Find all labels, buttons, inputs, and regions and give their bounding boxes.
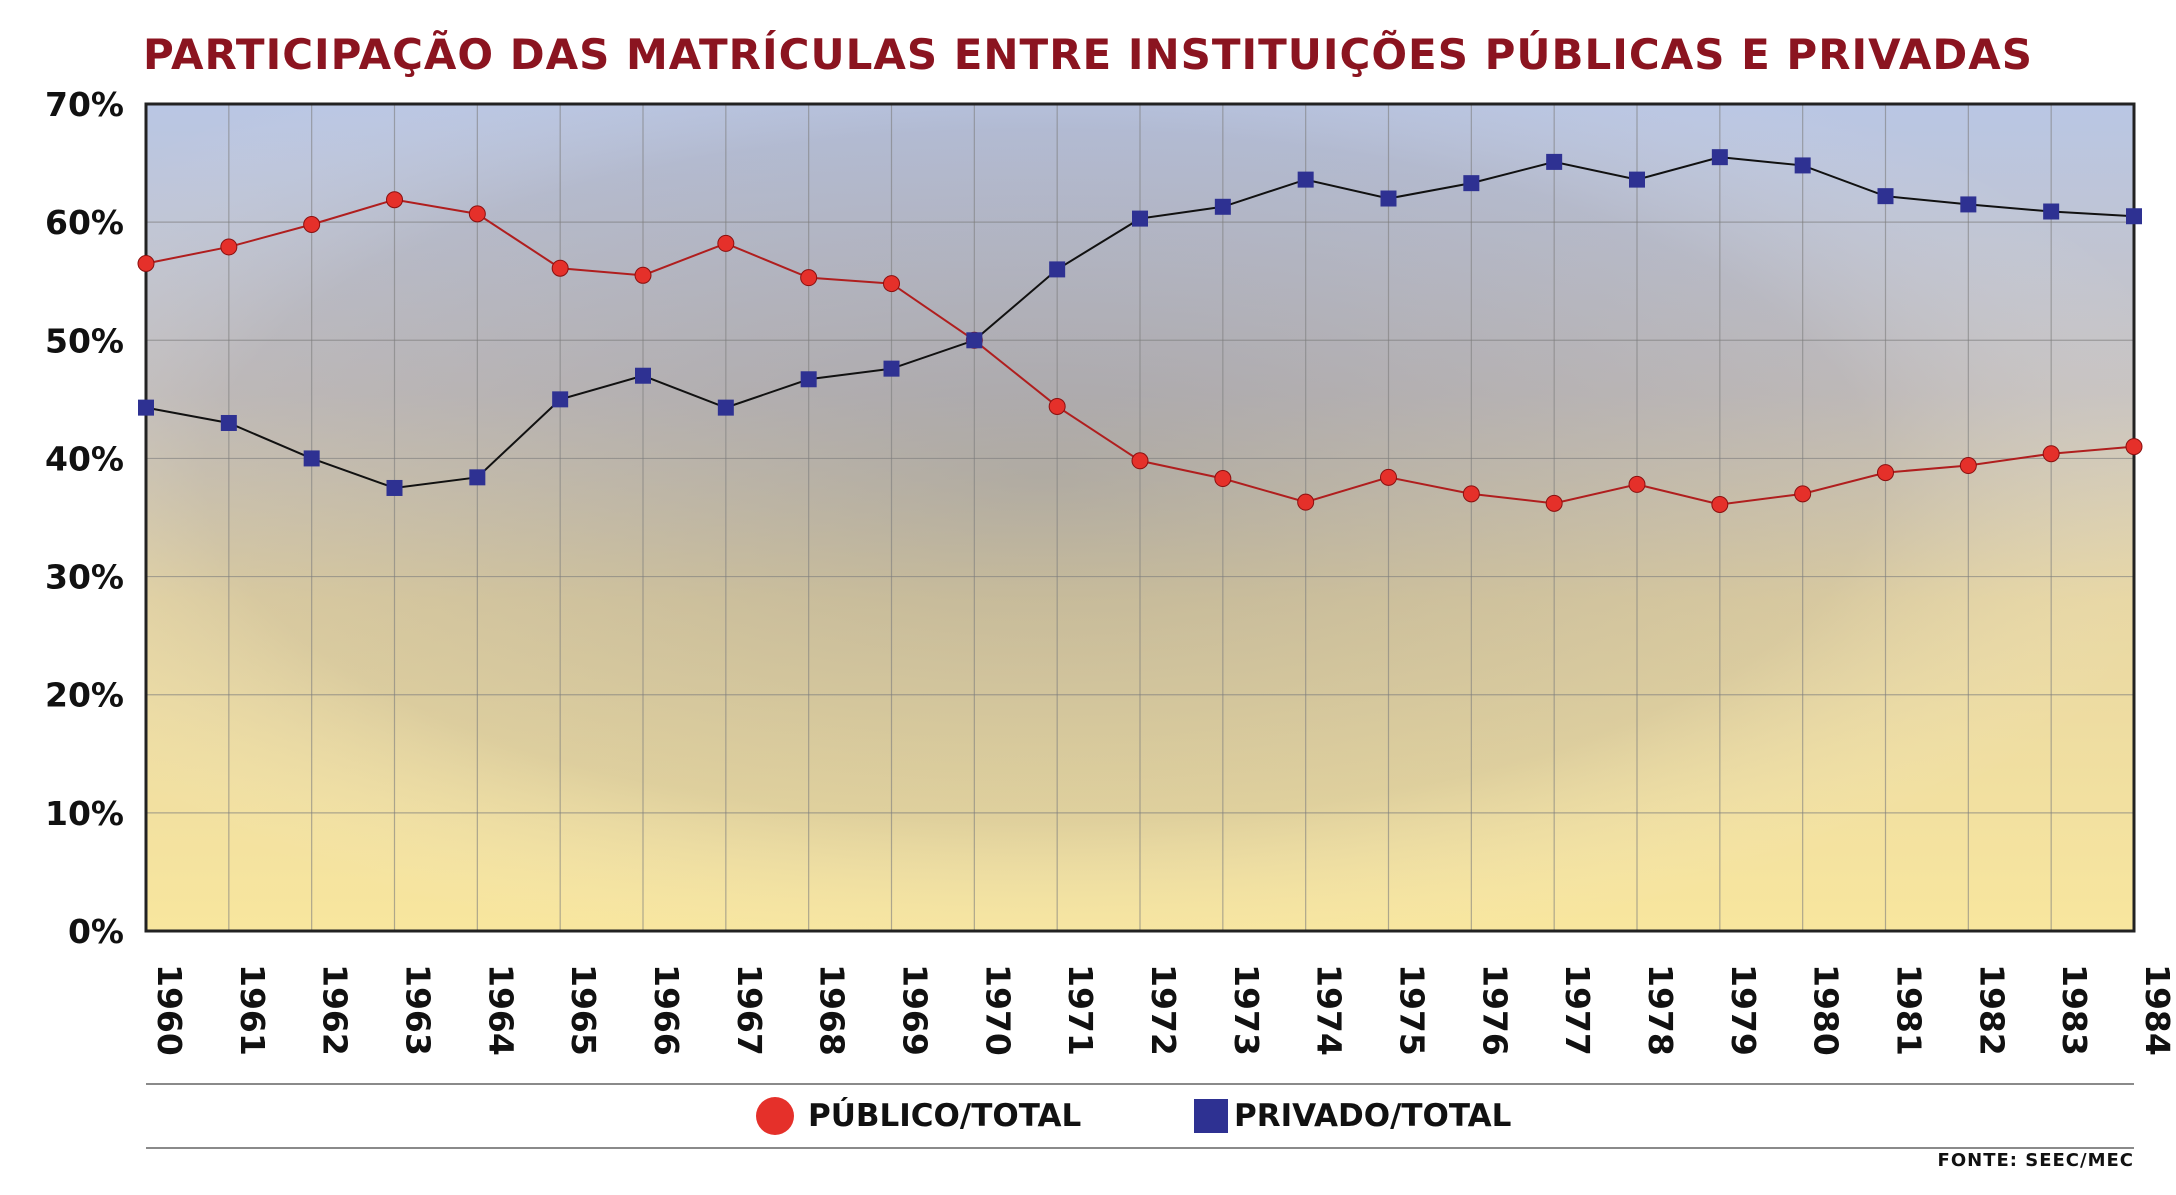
public-point [1794, 485, 1812, 503]
public-point [137, 254, 155, 272]
public-circle-icon [756, 1097, 794, 1135]
private-point [1629, 171, 1645, 188]
public-point [1545, 494, 1563, 512]
y-tick-label: 30% [45, 558, 124, 597]
x-tick-label: 1977 [1558, 964, 1597, 1056]
legend-label-public: PÚBLICO/TOTAL [808, 1098, 1082, 1134]
x-tick-label: 1971 [1061, 964, 1100, 1056]
y-tick-label: 0% [68, 912, 124, 951]
y-tick-label: 60% [45, 203, 124, 242]
private-point [2126, 208, 2142, 225]
legend-label-private: PRIVADO/TOTAL [1234, 1098, 1512, 1134]
grid-lines [145, 103, 2135, 932]
y-tick-label: 20% [45, 676, 124, 715]
x-tick-label: 1983 [2055, 964, 2094, 1056]
private-point [386, 479, 403, 496]
x-tick-label: 1982 [1972, 964, 2011, 1056]
x-tick-label: 1984 [2138, 964, 2176, 1056]
public-point [1131, 452, 1149, 470]
x-tick-label: 1963 [399, 964, 438, 1056]
x-tick-label: 1972 [1144, 964, 1183, 1056]
public-point [220, 238, 238, 256]
x-tick-label: 1969 [896, 964, 935, 1056]
private-point [1132, 210, 1148, 227]
public-point [1877, 464, 1894, 482]
series [137, 149, 2143, 514]
x-tick-label: 1975 [1393, 964, 1432, 1056]
axes [144, 102, 2136, 933]
x-tick-label: 1976 [1475, 964, 1514, 1056]
private-square-icon [1194, 1099, 1228, 1133]
y-tick-label: 10% [45, 794, 124, 833]
public-point [1048, 397, 1066, 415]
public-point [2042, 445, 2060, 463]
public-point [1628, 475, 1646, 493]
private-point [1711, 149, 1728, 166]
chart-title: PARTICIPAÇÃO DAS MATRÍCULAS ENTRE INSTIT… [143, 30, 2033, 79]
private-point [220, 414, 237, 431]
private-point [717, 399, 734, 416]
legend-item-private: PRIVADO/TOTAL [1194, 1097, 1511, 1135]
public-point [883, 275, 900, 293]
private-point [1380, 190, 1397, 207]
legend: PÚBLICO/TOTAL PRIVADO/TOTAL [146, 1083, 2134, 1149]
y-tick-label: 70% [45, 85, 124, 124]
private-point [1877, 188, 1894, 205]
public-point [634, 266, 652, 284]
x-tick-label: 1980 [1807, 964, 1846, 1056]
public-point [1711, 496, 1729, 514]
x-tick-label: 1970 [978, 964, 1017, 1056]
private-point [1463, 175, 1480, 192]
public-point [717, 234, 735, 252]
public-point [1462, 485, 1480, 503]
public-point [1297, 493, 1315, 511]
x-tick-label: 1965 [564, 964, 603, 1056]
private-point [1049, 261, 1066, 278]
public-point [551, 259, 569, 277]
private-point [1960, 196, 1977, 213]
private-point [469, 469, 486, 486]
x-tick-label: 1973 [1227, 964, 1266, 1056]
private-point [303, 450, 320, 467]
public-point [1380, 468, 1397, 486]
private-point [800, 371, 817, 388]
public-point [2125, 438, 2143, 456]
x-tick-label: 1978 [1641, 964, 1680, 1056]
legend-item-public: PÚBLICO/TOTAL [756, 1097, 1081, 1135]
x-tick-label: 1962 [316, 964, 355, 1056]
y-tick-label: 40% [45, 439, 124, 478]
x-tick-label: 1961 [233, 964, 272, 1056]
private-point [1214, 198, 1231, 215]
private-point [1297, 171, 1314, 188]
public-point [1959, 457, 1977, 475]
plot-frame [144, 102, 2136, 933]
private-point [552, 391, 569, 408]
public-point [303, 216, 321, 234]
y-tick-label: 50% [45, 321, 124, 360]
x-axis-ticks: 1960 1961 1962 1963 1964 1965 1966 1967 1968 1969… [150, 964, 2176, 1056]
private-point [1794, 157, 1811, 174]
x-tick-label: 1967 [730, 964, 769, 1056]
x-tick-label: 1964 [481, 964, 520, 1056]
x-tick-label: 1966 [647, 964, 686, 1056]
source-note: FONTE: SEEC/MEC [1937, 1150, 2134, 1171]
x-tick-label: 1979 [1724, 964, 1763, 1056]
x-tick-label: 1974 [1310, 964, 1349, 1056]
private-point [1546, 153, 1563, 170]
private-point [966, 332, 983, 349]
public-point [800, 269, 818, 287]
public-point [1214, 470, 1232, 488]
private-point [138, 399, 154, 416]
private-point [2043, 203, 2060, 220]
public-point [386, 191, 403, 209]
private-point [635, 367, 651, 384]
public-point [468, 205, 486, 223]
private-point [883, 360, 900, 377]
x-tick-label: 1968 [813, 964, 852, 1056]
x-tick-label: 1960 [150, 964, 189, 1056]
x-tick-label: 1981 [1890, 964, 1929, 1056]
y-axis-ticks: 0% 10% 20% 30% 40% 50% 60% 70% [45, 85, 124, 951]
